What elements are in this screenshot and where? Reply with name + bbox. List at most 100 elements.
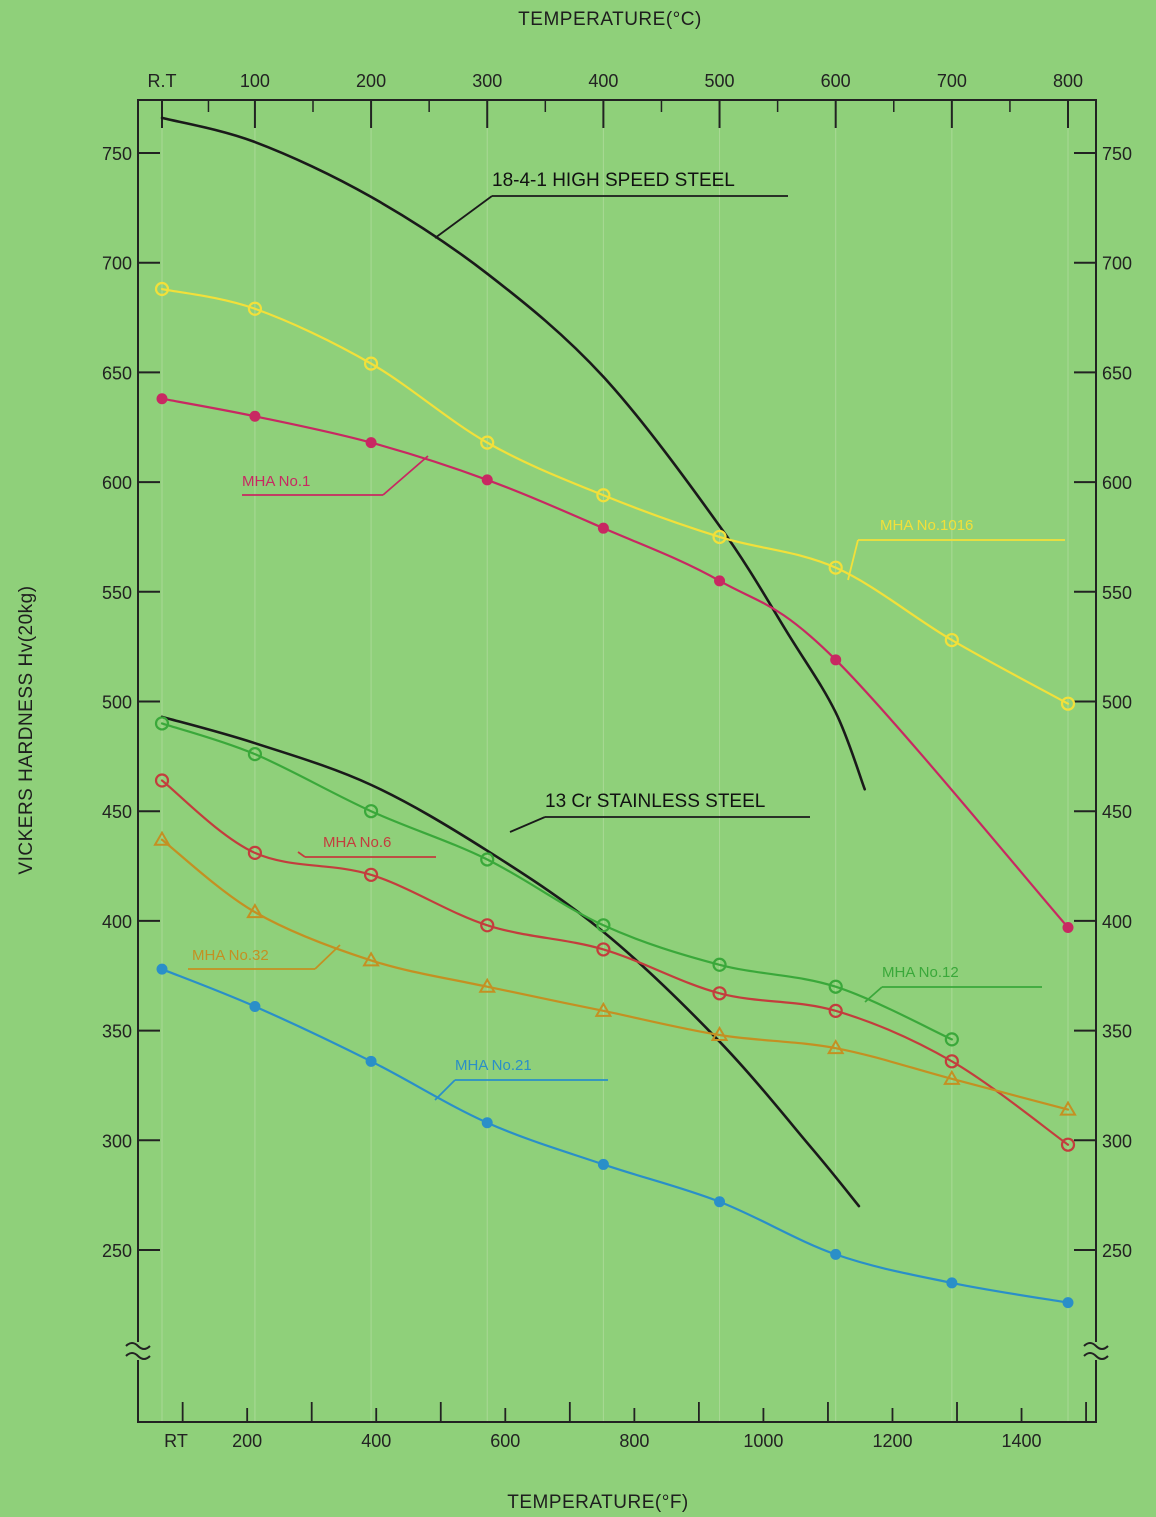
- series-line: [160, 838, 1070, 1111]
- axis-break-mark: [1083, 1352, 1109, 1360]
- axis-break-mark: [125, 1342, 151, 1350]
- y-tick-label-right: 650: [1102, 363, 1132, 383]
- data-point: [247, 845, 263, 860]
- y-tick-label-left: 700: [102, 254, 132, 274]
- data-point: [247, 301, 263, 316]
- data-point: [247, 747, 263, 762]
- data-point: [597, 1158, 609, 1170]
- top-tick-label: 700: [937, 71, 967, 91]
- series-label: 18-4-1 HIGH SPEED STEEL: [492, 170, 735, 191]
- data-point: [946, 1277, 958, 1289]
- data-point: [594, 1001, 613, 1017]
- data-point: [1060, 1137, 1076, 1152]
- bottom-axis-title: TEMPERATURE(°F): [507, 1492, 689, 1513]
- bottom-tick-label: 1400: [1002, 1431, 1042, 1451]
- top-tick-label: R.T: [148, 71, 177, 91]
- data-point: [828, 560, 843, 575]
- y-tick-label-left: 250: [102, 1241, 132, 1261]
- y-tick-label-left: 650: [102, 363, 132, 383]
- top-tick-label: 500: [705, 71, 735, 91]
- data-point: [597, 522, 609, 534]
- plot-frame: [137, 99, 1097, 1423]
- label-leader-line: [382, 455, 429, 496]
- y-tick-label-left: 750: [102, 144, 132, 164]
- series-13-cr-stainless-steel: [160, 715, 861, 1208]
- label-leader-line: [434, 1079, 456, 1101]
- series-label: MHA No.12: [882, 964, 959, 981]
- label-leader-line: [847, 539, 859, 581]
- axis-break-mark: [1083, 1342, 1109, 1350]
- y-tick-label-right: 300: [1102, 1131, 1132, 1151]
- y-tick-label-left: 500: [102, 693, 132, 713]
- y-tick-label-right: 700: [1102, 254, 1132, 274]
- top-tick-label: 200: [356, 71, 386, 91]
- data-point: [480, 852, 495, 867]
- top-tick-label: 600: [821, 71, 851, 91]
- bottom-tick-label: RT: [164, 1431, 188, 1451]
- data-point: [481, 474, 493, 486]
- y-tick-label-right: 750: [1102, 144, 1132, 164]
- data-point: [365, 1055, 377, 1067]
- series-label: MHA No.32: [192, 947, 269, 964]
- bottom-tick-label: 600: [490, 1431, 520, 1451]
- series-mha-no-1: [156, 393, 1074, 933]
- bottom-tick-label: 400: [361, 1431, 391, 1451]
- top-tick-label: 800: [1053, 71, 1083, 91]
- series-layer: [153, 116, 1077, 1309]
- series-label: MHA No.6: [323, 834, 391, 851]
- series-mha-no-32: [153, 830, 1077, 1116]
- series-label: MHA No.21: [455, 1057, 532, 1074]
- data-point: [363, 804, 379, 819]
- label-leader-line: [434, 195, 493, 239]
- y-tick-label-right: 450: [1102, 802, 1132, 822]
- y-tick-label-right: 500: [1102, 693, 1132, 713]
- data-point: [830, 1248, 842, 1260]
- data-point: [596, 942, 611, 957]
- data-point: [596, 918, 611, 933]
- series-line: [160, 722, 953, 1041]
- y-tick-label-left: 450: [102, 802, 132, 822]
- y-tick-label-left: 400: [102, 912, 132, 932]
- top-tick-label: 300: [472, 71, 502, 91]
- data-point: [154, 281, 170, 297]
- data-point: [480, 435, 495, 450]
- y-tick-label-right: 250: [1102, 1241, 1132, 1261]
- data-point: [249, 410, 261, 422]
- series-18-4-1-high-speed-steel: [160, 116, 867, 791]
- data-point: [362, 951, 380, 967]
- data-point: [249, 1000, 261, 1012]
- data-point: [828, 1003, 843, 1018]
- data-point: [154, 716, 170, 731]
- data-point: [156, 393, 168, 405]
- series-line: [160, 287, 1070, 705]
- data-point: [944, 1054, 959, 1069]
- data-point: [830, 654, 842, 666]
- bottom-tick-label: 200: [232, 1431, 262, 1451]
- data-point: [1060, 696, 1076, 711]
- data-point: [363, 867, 379, 882]
- label-leader-line: [864, 986, 883, 1003]
- top-tick-label: 400: [588, 71, 618, 91]
- data-point: [478, 977, 496, 993]
- axis-break-gap: [1090, 1342, 1102, 1360]
- y-tick-label-right: 350: [1102, 1022, 1132, 1042]
- label-leader-line: [314, 944, 341, 970]
- data-point: [943, 1069, 961, 1085]
- bottom-tick-label: 800: [619, 1431, 649, 1451]
- grid-layer: [161, 100, 1069, 1422]
- series-label: MHA No.1016: [880, 517, 973, 534]
- bottom-tick-label: 1000: [743, 1431, 783, 1451]
- data-point: [826, 1039, 845, 1055]
- labels-layer: 18-4-1 HIGH SPEED STEEL MHA No.1016 MHA No…: [188, 170, 1065, 1101]
- data-point: [365, 437, 377, 449]
- y-tick-label-right: 400: [1102, 912, 1132, 932]
- data-point: [714, 575, 726, 587]
- data-point: [828, 979, 843, 994]
- y-tick-label-right: 550: [1102, 583, 1132, 603]
- data-point: [481, 1117, 493, 1129]
- data-point: [712, 986, 727, 1001]
- y-tick-label-left: 350: [102, 1022, 132, 1042]
- data-point: [480, 918, 495, 933]
- data-point: [156, 963, 168, 975]
